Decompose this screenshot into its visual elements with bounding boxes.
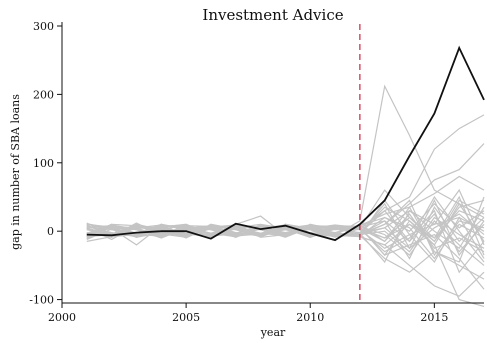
y-tick-label: 100 bbox=[33, 157, 54, 170]
chart-lines-layer bbox=[86, 24, 485, 307]
treated-series-line bbox=[86, 45, 485, 242]
x-tick-label: 2005 bbox=[172, 311, 200, 324]
x-tick-label: 2015 bbox=[420, 311, 448, 324]
y-tick-label: 200 bbox=[33, 88, 54, 101]
y-axis-label: gap in number of SBA loans bbox=[9, 94, 22, 250]
y-tick-label: 300 bbox=[33, 20, 54, 33]
y-tick-label: -100 bbox=[29, 294, 54, 307]
placebo-series-line bbox=[86, 206, 485, 260]
x-tick-label: 2000 bbox=[48, 311, 76, 324]
x-tick-label: 2010 bbox=[296, 311, 324, 324]
placebo-series-line bbox=[86, 84, 485, 241]
x-axis-label: year bbox=[260, 326, 286, 339]
y-tick-label: 0 bbox=[47, 225, 54, 238]
chart-title: Investment Advice bbox=[202, 6, 343, 24]
chart-axes: -100 0 100 200 300 2000 2005 2010 2015 bbox=[29, 20, 484, 324]
placebo-series-line bbox=[86, 199, 485, 257]
